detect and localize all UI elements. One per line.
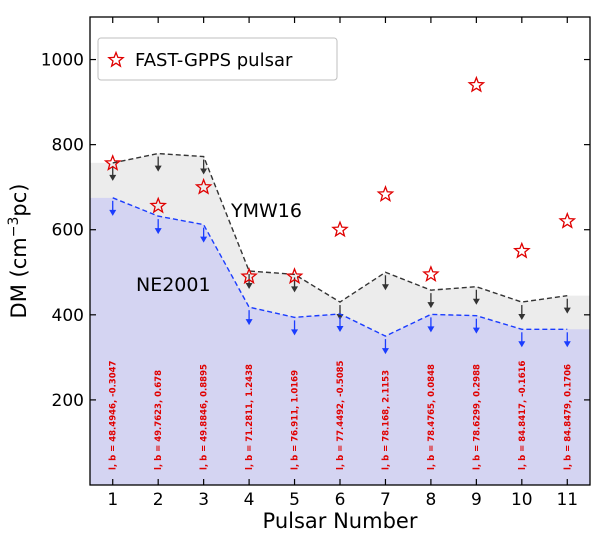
lb-label: l, b = 49.7623, 0.678 (154, 370, 164, 470)
pulsar-star (285, 267, 304, 285)
arrow-head (200, 236, 208, 243)
lb-label: l, b = 48.4946, -0.3047 (109, 360, 119, 470)
lb-label: l, b = 78.168, 2.1153 (381, 370, 391, 470)
pulsar-star (331, 220, 349, 238)
arrow-head (245, 319, 253, 326)
ne2001-region (90, 197, 590, 485)
lb-label: l, b = 77.4492, -0.5085 (336, 360, 346, 470)
pulsar-star (240, 267, 258, 285)
pulsar-star (194, 177, 213, 195)
arrow-head (154, 228, 162, 235)
pulsar-star (467, 75, 486, 93)
pulsar-star (376, 185, 395, 202)
arrow-head (427, 302, 435, 309)
series-line (112, 197, 568, 337)
y-axis-title-sup: −3 (6, 217, 22, 238)
pulsar-star (103, 154, 122, 171)
x-tick-label: 1 (107, 490, 118, 510)
lb-label: l, b = 78.6299, 0.2988 (472, 364, 482, 470)
arrow-head (291, 286, 299, 293)
arrow-head (200, 168, 208, 175)
y-axis-title: DM (cm−3pc) (6, 184, 31, 319)
x-tick-label: 10 (511, 490, 533, 510)
y-tick-label: 600 (52, 221, 84, 241)
arrow-head (336, 325, 344, 332)
x-axis-title: Pulsar Number (263, 509, 418, 533)
arrow-head (518, 341, 526, 348)
y-tick-label: 400 (52, 306, 84, 326)
lb-label: l, b = 76.911, 1.0169 (291, 370, 301, 470)
pulsar-coordinates: l, b = 48.4946, -0.3047 l, b = 49.7623, 0… (109, 360, 574, 470)
legend-box (97, 37, 338, 81)
lb-label: l, b = 84.8479, 0.1706 (563, 364, 573, 470)
pulsar-star (422, 265, 440, 282)
arrow-head (381, 284, 389, 291)
x-tick-label: 5 (289, 490, 300, 510)
x-tick-label: 4 (244, 490, 255, 510)
lb-label: l, b = 49.8846, 0.8895 (200, 364, 210, 470)
arrow-head (381, 348, 389, 355)
pulsar-markers (103, 75, 577, 285)
legend: FAST-GPPS pulsar (97, 37, 338, 81)
arrow-head (518, 314, 526, 321)
series-line (112, 152, 568, 303)
arrow-head (563, 307, 571, 314)
ne2001-label: NE2001 (136, 274, 211, 296)
arrow-head (109, 174, 117, 181)
arrow-head (472, 298, 480, 305)
y-tick-label: 200 (52, 391, 84, 411)
lb-label: l, b = 78.4765, 0.0848 (427, 364, 437, 470)
arrow-head (472, 327, 480, 334)
arrow-head (563, 341, 571, 348)
y-tick-label: 1000 (41, 51, 84, 71)
pulsar-star (149, 196, 168, 214)
x-tick-label: 3 (198, 490, 209, 510)
x-tick-label: 11 (556, 490, 578, 510)
legend-label: FAST-GPPS pulsar (135, 50, 293, 71)
x-tick-label: 6 (335, 490, 346, 510)
arrow-head (154, 165, 162, 172)
arrow-head (245, 282, 253, 289)
lb-label: l, b = 84.8417, -0.1616 (518, 360, 528, 470)
x-tick-label: 9 (471, 490, 482, 510)
y-tick-label: 800 (52, 136, 84, 156)
x-tick-label: 2 (153, 490, 164, 510)
arrow-head (291, 329, 299, 336)
arrow-head (109, 209, 117, 216)
series-group (109, 152, 571, 355)
y-axis-title-base: DM (cm (7, 237, 31, 318)
axes-ticks: 1 2 3 4 5 6 7 8 9 10 11 200 400 600 800 1000 (41, 17, 590, 510)
arrow-head (427, 326, 435, 333)
y-axis-title-end: pc) (7, 184, 31, 217)
pulsar-star (558, 211, 577, 229)
ymw16-label: YMW16 (230, 200, 302, 222)
pulsar-star (512, 241, 531, 259)
legend-star-icon (107, 50, 125, 68)
x-tick-label: 7 (380, 490, 391, 510)
lb-label: l, b = 71.2811, 1.2438 (245, 364, 255, 470)
x-tick-label: 8 (425, 490, 436, 510)
